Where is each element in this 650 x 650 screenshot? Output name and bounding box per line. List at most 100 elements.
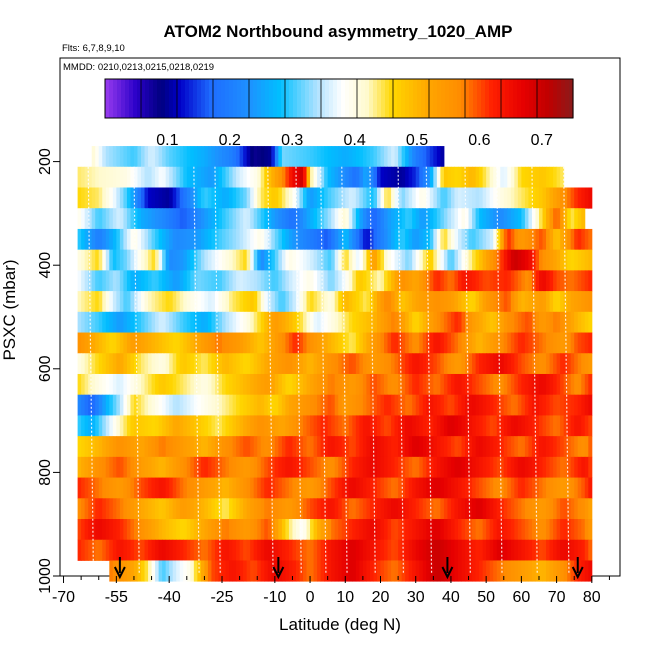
heat-cell [528,353,533,375]
heat-cell [570,291,575,313]
heat-cell [236,373,241,396]
heat-cell [486,187,491,209]
heat-cell [193,477,198,499]
x-tick-label: -25 [210,589,233,606]
colorbar-swatch [249,79,254,118]
heat-cell [426,560,431,582]
colorbar-swatch [301,79,306,118]
heat-cell [310,373,315,396]
heat-cell [119,415,124,437]
heat-cell [313,249,318,271]
heat-cell [391,456,396,478]
heat-cell [507,249,512,271]
heat-cell [369,249,374,271]
heat-cell [281,166,286,188]
heat-cell [524,373,529,396]
heat-cell [531,519,536,541]
heat-cell [148,560,153,582]
heat-cell [486,560,491,582]
heat-cell [151,187,156,209]
heat-cell [521,477,526,499]
heat-cell [433,498,438,520]
heat-cell [102,456,107,478]
heat-cell [419,228,424,251]
heat-cell [98,436,103,458]
heat-cell [267,560,272,582]
heat-cell [292,519,297,541]
heat-cell [510,560,515,582]
heat-cell [264,539,269,561]
colorbar-swatch [533,79,538,118]
colorbar-swatch [337,79,342,118]
heat-cell [324,373,329,396]
heat-cell [380,208,385,230]
heat-cell [98,373,103,396]
heat-cell [436,249,441,271]
heat-cell [116,539,121,561]
heat-cell [408,311,413,333]
heat-cell [211,228,216,251]
heat-cell [556,539,561,561]
heat-cell [211,208,216,230]
heat-cell [503,394,508,416]
heat-cell [556,373,561,396]
heat-cell [510,291,515,313]
heat-cell [250,498,255,520]
heat-cell [95,166,100,188]
colorbar-swatch [277,79,282,118]
heat-cell [151,477,156,499]
heat-cell [119,270,124,292]
heat-cell [112,498,117,520]
heat-cell [461,498,466,520]
heat-cell [408,560,413,582]
y-tick-label: 800 [37,459,54,486]
heat-cell [401,353,406,375]
heat-cell [274,146,279,168]
heat-cell [581,394,586,416]
heat-cell [542,228,547,251]
heat-cell [176,291,181,313]
heat-cell [229,498,234,520]
heat-cell [207,291,212,313]
heat-cell [588,249,593,271]
heat-cell [250,146,255,168]
heat-cell [151,519,156,541]
heat-cell [144,228,149,251]
heat-cell [116,498,121,520]
heat-cell [84,477,89,499]
heat-cell [81,415,86,437]
heat-cell [387,539,392,561]
heat-cell [570,498,575,520]
heat-cell [355,394,360,416]
heat-cell [225,311,230,333]
heat-cell [517,498,522,520]
heat-cell [162,436,167,458]
heat-cell [81,498,86,520]
heat-cell [243,187,248,209]
heat-cell [88,436,93,458]
heat-cell [137,353,142,375]
heat-cell [405,436,410,458]
heat-cell [500,228,505,251]
heat-cell [366,498,371,520]
heat-cell [482,228,487,251]
heat-cell [546,208,551,230]
heat-cell [542,373,547,396]
heat-cell [292,291,297,313]
heat-cell [447,270,452,292]
heat-cell [348,560,353,582]
colorbar-swatch [413,79,418,118]
heat-cell [116,353,121,375]
heat-cell [461,415,466,437]
heat-cell [91,498,96,520]
heat-cell [267,208,272,230]
heat-cell [239,519,244,541]
heat-cell [278,228,283,251]
heat-cell [577,373,582,396]
heat-cell [528,249,533,271]
heat-cell [109,249,114,271]
heat-cell [176,208,181,230]
heat-cell [169,539,174,561]
heat-cell [567,208,572,230]
heat-cell [408,187,413,209]
